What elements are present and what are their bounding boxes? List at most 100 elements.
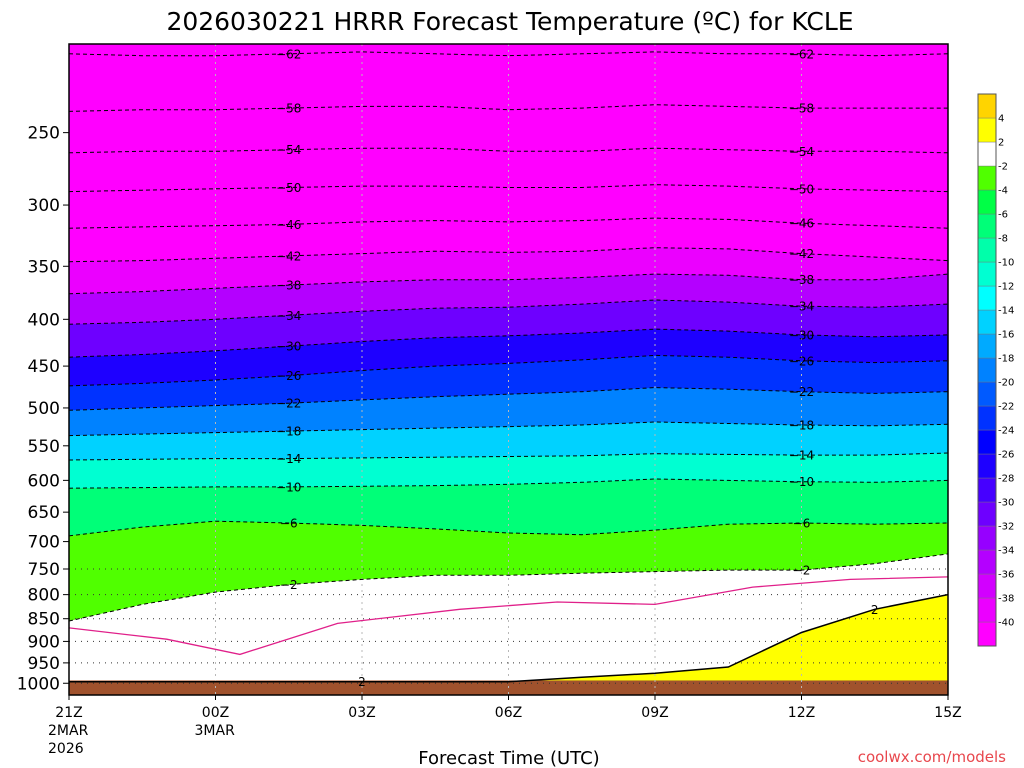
isotherm-label: −62 (789, 47, 814, 61)
colorbar-label: -12 (998, 282, 1014, 293)
y-tick-label: 500 (28, 399, 60, 419)
colorbar-box (977, 405, 997, 431)
y-tick-label: 1000 (17, 674, 60, 694)
isotherm-label: −38 (276, 279, 301, 293)
isotherm-label: −46 (276, 218, 301, 232)
isotherm-label: −10 (276, 480, 301, 494)
y-tick-label: 300 (28, 196, 60, 216)
x-tick-label: 21Z (55, 705, 82, 721)
colorbar-label: -22 (998, 402, 1014, 413)
colorbar-label: -10 (998, 258, 1014, 269)
colorbar-box (977, 453, 997, 479)
colorbar-box (977, 93, 997, 119)
isotherm-label: −34 (276, 309, 301, 323)
colorbar-label: -28 (998, 474, 1014, 485)
colorbar-box (977, 189, 997, 215)
temp-band (69, 553, 948, 695)
y-tick-label: 650 (28, 503, 60, 523)
colorbar-label: -38 (998, 594, 1014, 605)
isotherm-label: −58 (276, 102, 301, 116)
colorbar-label: -6 (998, 210, 1008, 221)
x-tick-label: 09Z (641, 705, 668, 721)
isotherm-label: −22 (789, 385, 814, 399)
colorbar-box (977, 285, 997, 311)
colorbar-box (977, 549, 997, 575)
freezing-line (69, 576, 948, 656)
isotherm-label: −42 (789, 247, 814, 261)
colorbar-label: -30 (998, 498, 1014, 509)
colorbar-frame (977, 93, 997, 647)
isotherm-label: −10 (789, 475, 814, 489)
isotherm-label: −14 (276, 452, 301, 466)
colorbar-label: -2 (998, 162, 1008, 173)
x-axis-title: Forecast Time (UTC) (418, 748, 599, 768)
isotherm-label: 2 (871, 603, 879, 617)
plot-area: −62 −62−58 −58−54 −54−50 −50−46 −46−42 −42−38−… (68, 43, 949, 696)
y-tick-label: 250 (28, 124, 60, 144)
y-tick-label: 350 (28, 257, 60, 277)
colorbar-box (977, 165, 997, 191)
isotherm-label: −18 (276, 425, 301, 439)
colorbar-box (977, 117, 997, 143)
y-tick-label: 400 (28, 310, 60, 330)
isotherm-label: −14 (789, 449, 814, 463)
colorbar-box (977, 621, 997, 647)
colorbar-box (977, 141, 997, 167)
y-tick-label: 700 (28, 533, 60, 553)
isotherm-line (69, 593, 948, 683)
y-tick-label: 900 (28, 632, 60, 652)
colorbar-box (977, 597, 997, 623)
chart-title: 2026030221 HRRR Forecast Temperature (ºC… (166, 7, 853, 36)
y-tick-label: 950 (28, 654, 60, 674)
colorbar-label: -20 (998, 378, 1014, 389)
y-tick-label: 550 (28, 437, 60, 457)
colorbar-box (977, 333, 997, 359)
colorbar-box (977, 381, 997, 407)
isotherm-line (69, 520, 948, 537)
colorbar-box (977, 429, 997, 455)
colorbar-box (977, 309, 997, 335)
isotherm-label: −38 (789, 273, 814, 287)
colorbar-label: 4 (998, 114, 1004, 125)
isotherm-label: −34 (789, 300, 814, 314)
x-tick-label: 15Z (934, 705, 961, 721)
colorbar-label: -14 (998, 306, 1014, 317)
isotherm-label: −2 (280, 578, 298, 592)
isotherm-label: −6 (280, 517, 298, 531)
isotherm-label: −22 (276, 397, 301, 411)
isotherm-label: −26 (789, 354, 814, 368)
colorbar-label: -36 (998, 570, 1014, 581)
x-year-label: 2026 (48, 741, 84, 757)
isotherm-label: −54 (276, 143, 301, 157)
isotherm-label: −26 (276, 369, 301, 383)
isotherm-label: −2 (793, 564, 811, 578)
y-tick-label: 600 (28, 471, 60, 491)
x-date-label: 3MAR (195, 723, 236, 739)
colorbar-box (977, 261, 997, 287)
colorbar-label: -18 (998, 354, 1014, 365)
isotherm-label: −30 (789, 328, 814, 342)
isotherm-label: −18 (789, 419, 814, 433)
credit-label[interactable]: coolwx.com/models (858, 748, 1006, 766)
colorbar: -40-38-36-34-32-30-28-26-24-22-20-18-16-… (977, 93, 1014, 647)
colorbar-label: -4 (998, 186, 1008, 197)
colorbar-box (977, 525, 997, 551)
x-tick-label: 03Z (348, 705, 375, 721)
colorbar-label: -26 (998, 450, 1014, 461)
colorbar-box (977, 477, 997, 503)
x-date-label: 2MAR (48, 723, 89, 739)
temp-band (69, 594, 948, 695)
y-tick-label: 450 (28, 357, 60, 377)
x-tick-label: 06Z (495, 705, 522, 721)
isotherm-label: −30 (276, 340, 301, 354)
colorbar-box (977, 501, 997, 527)
isotherm-label: −6 (793, 517, 811, 531)
x-tick-label: 00Z (202, 705, 229, 721)
x-tick-label: 12Z (788, 705, 815, 721)
y-tick-label: 750 (28, 560, 60, 580)
isotherm-label: −58 (789, 102, 814, 116)
colorbar-label: -32 (998, 522, 1014, 533)
colorbar-label: -16 (998, 330, 1014, 341)
colorbar-box (977, 213, 997, 239)
